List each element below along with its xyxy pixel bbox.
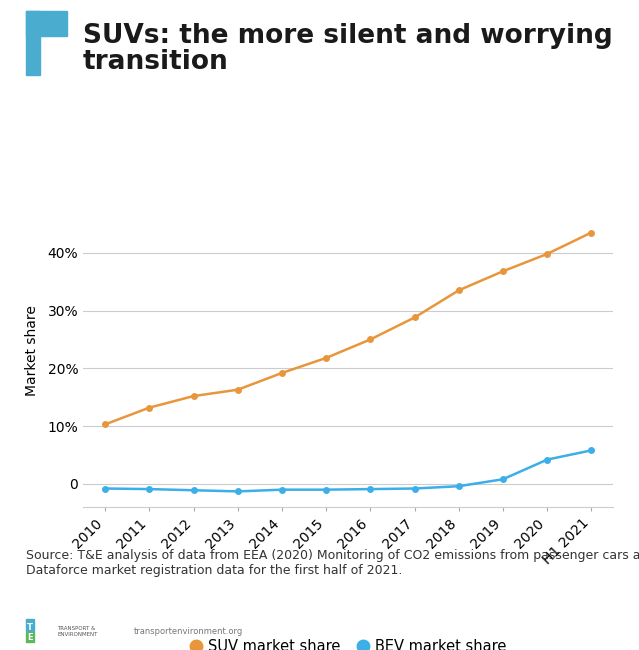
Text: T: T [27, 623, 33, 632]
Y-axis label: Market share: Market share [25, 306, 39, 396]
Text: TRANSPORT &
ENVIRONMENT: TRANSPORT & ENVIRONMENT [58, 627, 98, 637]
Text: transition: transition [83, 49, 229, 75]
Text: E: E [27, 633, 33, 642]
Text: transportenvironment.org: transportenvironment.org [134, 627, 243, 636]
Bar [26, 619, 35, 630]
Bar [26, 632, 35, 642]
Legend: SUV market share, BEV market share: SUV market share, BEV market share [184, 633, 512, 650]
Text: Source: T&E analysis of data from EEA (2020) Monitoring of CO2 emissions from pa: Source: T&E analysis of data from EEA (2… [26, 549, 639, 577]
Text: SUVs: the more silent and worrying: SUVs: the more silent and worrying [83, 23, 613, 49]
